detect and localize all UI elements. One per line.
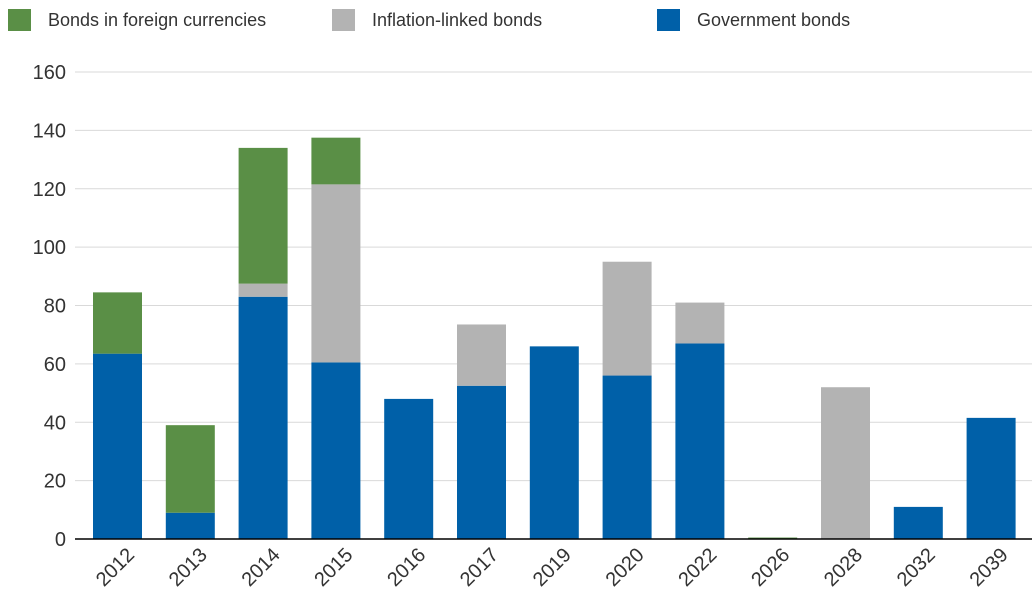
legend-swatch-inflation-linked-bonds [332, 9, 355, 31]
y-tick-label-100: 100 [33, 237, 66, 259]
y-tick-label-160: 160 [33, 62, 66, 84]
x-tick-label-2012: 2012 [92, 544, 139, 591]
bar-inflation-linked-bonds-2028 [821, 387, 870, 539]
bar-government-bonds-2015 [311, 362, 361, 539]
y-tick-label-120: 120 [33, 179, 66, 201]
x-tick-label-2032: 2032 [893, 544, 940, 591]
bar-government-bonds-2017 [457, 385, 506, 539]
bar-inflation-linked-bonds-2020 [602, 261, 652, 376]
bar-bonds-in-foreign-currencies-2015 [311, 137, 361, 185]
legend-label-inflation-linked-bonds: Inflation-linked bonds [372, 10, 542, 30]
bar-government-bonds-2032 [893, 506, 943, 539]
bar-inflation-linked-bonds-2014 [238, 283, 288, 297]
bar-government-bonds-2020 [602, 375, 652, 539]
x-tick-label-2019: 2019 [529, 544, 576, 591]
legend-label-government-bonds: Government bonds [697, 10, 850, 30]
legend: Bonds in foreign currencies Inflation-lin… [8, 9, 850, 31]
y-tick-label-20: 20 [44, 471, 66, 493]
bar-inflation-linked-bonds-2022 [675, 302, 725, 344]
x-tick-label-2039: 2039 [966, 544, 1013, 591]
bars [93, 137, 1016, 539]
y-axis: 0 20 40 60 80 100 120 140 160 [33, 62, 66, 551]
x-tick-label-2014: 2014 [238, 544, 285, 591]
x-tick-label-2026: 2026 [747, 544, 794, 591]
y-tick-label-0: 0 [55, 529, 66, 551]
bar-government-bonds-2013 [165, 512, 215, 539]
x-tick-label-2020: 2020 [602, 544, 649, 591]
bar-bonds-in-foreign-currencies-2013 [165, 425, 215, 513]
bar-bonds-in-foreign-currencies-2014 [238, 147, 288, 284]
legend-swatch-government-bonds [657, 9, 680, 31]
bar-government-bonds-2022 [675, 343, 725, 539]
bar-government-bonds-2039 [966, 417, 1016, 539]
y-tick-label-140: 140 [33, 120, 66, 142]
x-tick-label-2015: 2015 [310, 544, 357, 591]
bar-government-bonds-2012 [93, 353, 142, 539]
x-tick-label-2017: 2017 [456, 544, 503, 591]
bar-government-bonds-2016 [384, 398, 434, 539]
x-tick-label-2028: 2028 [820, 544, 867, 591]
y-tick-label-60: 60 [44, 354, 66, 376]
x-axis: 2012 2013 2014 2015 2016 2017 2019 2020 2022 2026… [92, 544, 1013, 591]
y-tick-label-80: 80 [44, 296, 66, 318]
legend-label-bonds-in-foreign-currencies: Bonds in foreign currencies [48, 10, 266, 30]
x-tick-label-2022: 2022 [674, 544, 721, 591]
bar-government-bonds-2014 [238, 296, 288, 539]
legend-swatch-bonds-in-foreign-currencies [8, 9, 31, 31]
y-tick-label-40: 40 [44, 412, 66, 434]
x-tick-label-2016: 2016 [383, 544, 430, 591]
x-tick-label-2013: 2013 [165, 544, 212, 591]
bar-inflation-linked-bonds-2015 [311, 184, 361, 363]
bar-government-bonds-2019 [529, 346, 579, 539]
bar-inflation-linked-bonds-2017 [457, 324, 506, 386]
bar-bonds-in-foreign-currencies-2012 [93, 292, 142, 354]
